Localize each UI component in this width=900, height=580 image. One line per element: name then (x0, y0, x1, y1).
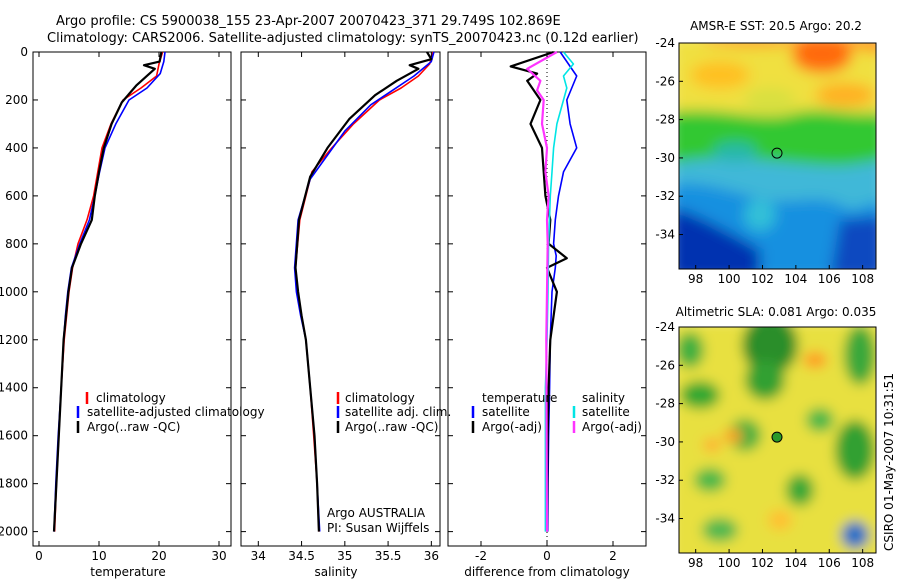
salinity-xtick-label: 36 (424, 549, 439, 563)
sst_map-ytick-label: -24 (655, 36, 675, 50)
salinity-xtick-label: 35.5 (375, 549, 402, 563)
depth-tick-label: 2000 (0, 525, 28, 539)
sla_map-xtick-label: 108 (851, 556, 874, 570)
legend-label-satellite: satellite-adjusted climatology (87, 405, 265, 419)
depth-tick-label: 1000 (0, 285, 28, 299)
temperature-axes (32, 51, 232, 547)
depth-tick-label: 600 (5, 189, 28, 203)
temperature-xtick-label: 10 (91, 549, 106, 563)
salinity-series-argo-raw-qc- (294, 51, 433, 532)
sla-heatmap (679, 327, 876, 553)
depth-tick-label: 1200 (0, 333, 28, 347)
side-timestamp-label: CSIRO 01-May-2007 10:31:51 (882, 373, 896, 551)
difference-xtick-label: 0 (543, 549, 551, 563)
difference-xtick-label: 2 (609, 549, 617, 563)
sst-heatmap (679, 43, 876, 269)
legend-label-temp-argo: Argo(-adj) (482, 420, 542, 434)
difference-xtick-label: -2 (475, 549, 487, 563)
depth-tick-label: 200 (5, 93, 28, 107)
sst_map-xtick-label: 104 (784, 272, 807, 286)
salinity-xtick-label: 35 (337, 549, 352, 563)
legend-label-satellite: satellite adj. clim. (345, 405, 451, 419)
sla-map-frame (678, 326, 877, 554)
sla-map-title: Altimetric SLA: 0.081 Argo: 0.035 (676, 305, 877, 319)
header-line-2: Climatology: CARS2006. Satellite-adjuste… (47, 31, 639, 46)
sla_map-ytick-label: -34 (655, 512, 675, 526)
legend-label-climatology: climatology (345, 391, 415, 405)
salinity-xlabel: salinity (314, 565, 357, 579)
difference-legend: temperature salinity satellite Argo(-adj… (471, 391, 642, 434)
sst-map-title: AMSR-E SST: 20.5 Argo: 20.2 (690, 19, 862, 33)
sla_map-xtick-label: 106 (818, 556, 841, 570)
depth-tick-label: 800 (5, 237, 28, 251)
sla_map-ytick-label: -30 (655, 435, 675, 449)
legend-label-sal-argo: Argo(-adj) (582, 420, 642, 434)
argo-annotation-line-2: PI: Susan Wijffels (327, 521, 429, 535)
sst_map-xtick-label: 100 (718, 272, 741, 286)
difference-series-salinity-argo-adj- (526, 51, 558, 532)
argo-annotation-line-1: Argo AUSTRALIA (327, 506, 426, 520)
depth-tick-label: 1400 (0, 381, 28, 395)
salinity-legend: climatology satellite adj. clim. Argo(..… (336, 391, 451, 434)
sla_map-xtick-label: 104 (784, 556, 807, 570)
depth-tick-label: 1600 (0, 429, 28, 443)
sst_map-xtick-label: 102 (751, 272, 774, 286)
header-line-1: Argo profile: CS 5900038_155 23-Apr-2007… (56, 14, 561, 29)
difference-xlabel: difference from climatology (464, 565, 630, 579)
depth-tick-label: 0 (20, 45, 28, 59)
depth-tick-label: 1800 (0, 477, 28, 491)
legend-label-temp-satellite: satellite (482, 405, 530, 419)
temperature-xtick-label: 20 (151, 549, 166, 563)
sst_map-ytick-label: -32 (655, 189, 675, 203)
sst_map-ytick-label: -26 (655, 74, 675, 88)
temperature-series-argo-raw-qc- (52, 51, 163, 532)
temperature-xtick-label: 30 (211, 549, 226, 563)
salinity-axes (240, 51, 441, 547)
sst_map-ytick-label: -30 (655, 151, 675, 165)
sst_map-xtick-label: 98 (688, 272, 703, 286)
sst_map-ytick-label: -34 (655, 228, 675, 242)
sla_map-ytick-label: -26 (655, 358, 675, 372)
legend-label-sal-satellite: satellite (582, 405, 630, 419)
salinity-xtick-label: 34 (251, 549, 266, 563)
legend-title-temperature: temperature (482, 391, 557, 405)
depth-tick-label: 400 (5, 141, 28, 155)
legend-label-argo: Argo(..raw -QC) (345, 420, 438, 434)
legend-label-climatology: climatology (96, 391, 166, 405)
temperature-xtick-label: 0 (35, 549, 43, 563)
legend-label-argo: Argo(..raw -QC) (87, 420, 180, 434)
sla_map-xtick-label: 102 (751, 556, 774, 570)
salinity-xtick-label: 34.5 (288, 549, 315, 563)
temperature-xlabel: temperature (90, 565, 165, 579)
sst_map-xtick-label: 108 (851, 272, 874, 286)
sst-map-frame (678, 42, 877, 270)
temperature-legend: climatology satellite-adjusted climatolo… (76, 391, 265, 434)
sst_map-ytick-label: -28 (655, 113, 675, 127)
sst-profile-marker (771, 147, 783, 159)
sst_map-xtick-label: 106 (818, 272, 841, 286)
sla-profile-marker (771, 431, 783, 443)
sla_map-xtick-label: 98 (688, 556, 703, 570)
legend-title-salinity: salinity (582, 391, 625, 405)
sla_map-xtick-label: 100 (718, 556, 741, 570)
sla_map-ytick-label: -32 (655, 473, 675, 487)
sla_map-ytick-label: -28 (655, 397, 675, 411)
sla_map-ytick-label: -24 (655, 320, 675, 334)
